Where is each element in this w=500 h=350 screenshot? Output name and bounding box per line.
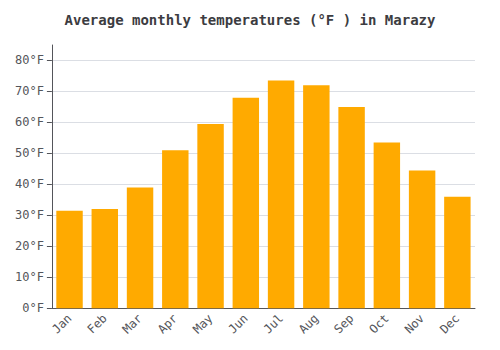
svg-text:Jul: Jul — [261, 311, 286, 336]
svg-text:30°F: 30°F — [15, 208, 44, 222]
svg-text:Nov: Nov — [402, 311, 427, 336]
svg-text:20°F: 20°F — [15, 239, 44, 253]
svg-text:40°F: 40°F — [15, 177, 44, 191]
svg-text:80°F: 80°F — [15, 53, 44, 67]
svg-text:Jun: Jun — [226, 311, 251, 336]
svg-text:Aug: Aug — [296, 311, 321, 336]
svg-text:0°F: 0°F — [22, 301, 44, 315]
svg-text:Mar: Mar — [120, 311, 145, 336]
svg-text:60°F: 60°F — [15, 115, 44, 129]
svg-text:Average monthly temperatures (: Average monthly temperatures (°F ) in Ma… — [65, 12, 436, 28]
svg-text:10°F: 10°F — [15, 270, 44, 284]
svg-text:50°F: 50°F — [15, 146, 44, 160]
svg-text:Dec: Dec — [437, 311, 462, 336]
svg-text:Jan: Jan — [49, 311, 74, 336]
svg-text:May: May — [190, 311, 215, 336]
svg-text:Feb: Feb — [85, 311, 110, 336]
svg-text:70°F: 70°F — [15, 84, 44, 98]
svg-text:Oct: Oct — [367, 311, 392, 336]
svg-text:Sep: Sep — [331, 311, 356, 336]
svg-text:Apr: Apr — [155, 311, 180, 336]
